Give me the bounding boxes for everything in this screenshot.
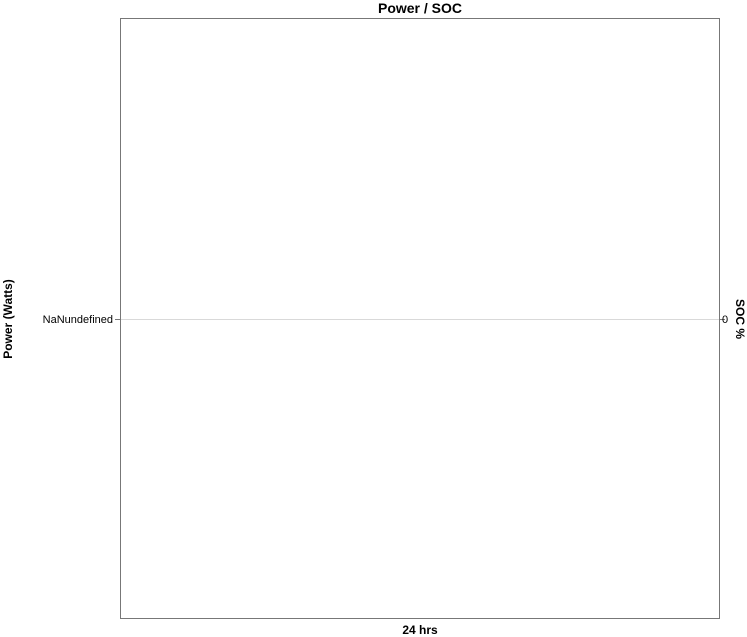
- y2-tick-label: 0: [722, 314, 728, 326]
- y2-axis-label: SOC %: [733, 299, 747, 339]
- y-tick-label: NaNundefined: [43, 314, 113, 326]
- y-axis-label: Power (Watts): [1, 279, 15, 359]
- chart-title: Power / SOC: [378, 0, 462, 16]
- x-axis-label: 24 hrs: [402, 623, 438, 637]
- plot-area: [120, 18, 720, 619]
